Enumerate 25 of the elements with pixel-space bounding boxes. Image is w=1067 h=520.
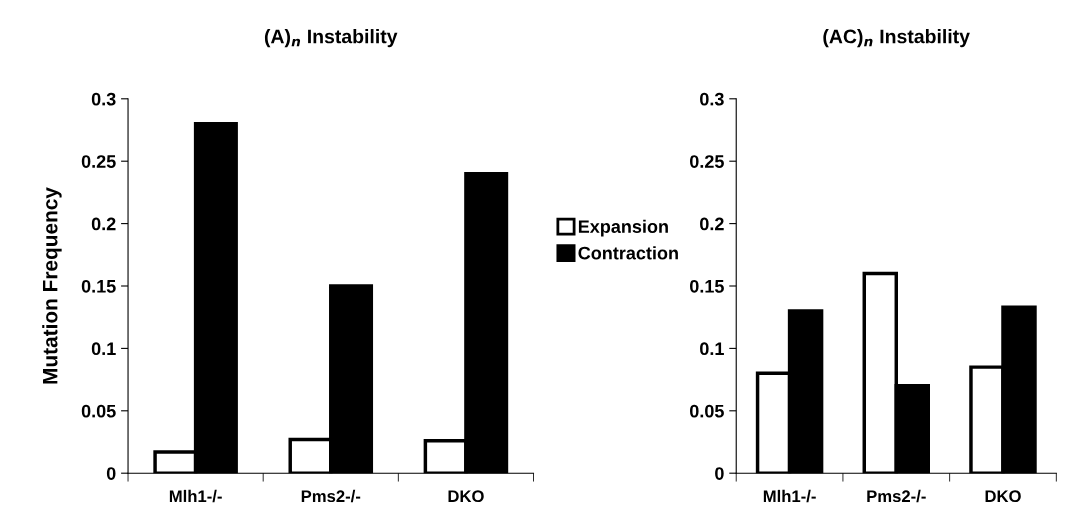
- y-tick-label: 0.15: [81, 279, 116, 293]
- y-tick-label: 0.2: [700, 217, 724, 231]
- legend-label: Expansion: [578, 219, 668, 237]
- x-tick-label: Pms2-/-: [301, 489, 361, 503]
- chart-title: (AC)$_{n}$ Instability: [823, 29, 970, 48]
- y-tick-label: 0.3: [91, 92, 116, 106]
- y-tick-label: 0: [106, 467, 116, 480]
- x-tick-label: DKO: [448, 490, 484, 503]
- x-tick-label: Mlh1-/-: [763, 489, 816, 503]
- y-tick-label: 0.25: [690, 155, 724, 168]
- y-tick-label: 0.05: [81, 404, 116, 418]
- y-axis-title: Mutation Frequency: [42, 187, 62, 384]
- y-tick-label: 0.25: [81, 155, 116, 168]
- x-tick-label: Pms2-/-: [867, 489, 926, 503]
- x-tick-label: DKO: [985, 490, 1021, 503]
- legend-label: Contraction: [578, 246, 678, 260]
- chart-title: (A)$_{n}$ Instability: [264, 29, 398, 48]
- x-tick-label: Mlh1-/-: [169, 489, 222, 503]
- y-tick-label: 0.1: [700, 342, 724, 356]
- y-tick-label: 0.3: [700, 92, 724, 106]
- y-tick-label: 0.05: [690, 404, 724, 418]
- y-tick-label: 0.1: [91, 342, 116, 356]
- y-tick-label: 0.2: [91, 217, 116, 231]
- y-tick-label: 0: [715, 467, 724, 480]
- y-tick-label: 0.15: [690, 279, 724, 293]
